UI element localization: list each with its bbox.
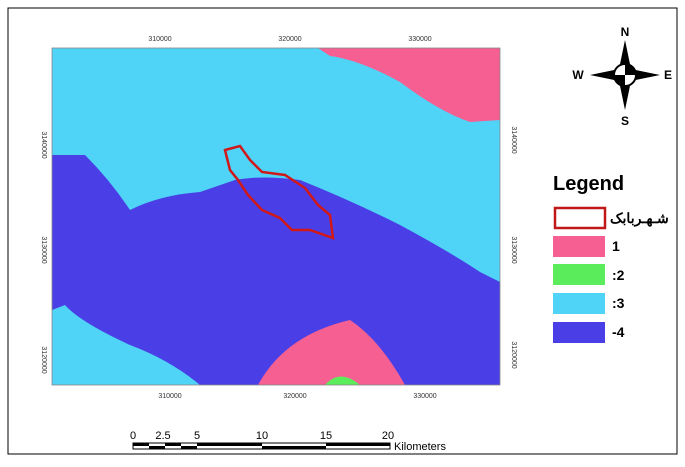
scale-label: 5 bbox=[194, 430, 200, 442]
coord-label: 3140000 bbox=[510, 126, 517, 153]
legend-swatch bbox=[553, 293, 605, 314]
legend-label: شـهـربابک bbox=[610, 210, 669, 227]
north-arrow: N E S W bbox=[572, 25, 672, 128]
compass-label: S bbox=[621, 114, 629, 128]
map-area bbox=[51, 47, 501, 386]
coord-label: 3130000 bbox=[510, 236, 517, 263]
zone-1 bbox=[258, 320, 405, 385]
compass-center bbox=[614, 64, 636, 86]
legend-label: 1 bbox=[612, 238, 620, 254]
coord-label: 3130000 bbox=[40, 236, 47, 263]
legend-swatch bbox=[553, 206, 607, 230]
coord-label: 320000 bbox=[283, 393, 306, 400]
coord-label: 3120000 bbox=[40, 346, 47, 373]
scale-segment bbox=[149, 446, 165, 449]
legend-label: :3 bbox=[612, 295, 625, 311]
legend-title: Legend bbox=[553, 173, 624, 195]
legend-swatch bbox=[553, 264, 605, 285]
zone-4 bbox=[52, 155, 500, 385]
scale-label: 2.5 bbox=[155, 430, 170, 442]
scale-segment bbox=[165, 443, 181, 446]
compass-label: N bbox=[621, 25, 630, 39]
city-boundary bbox=[223, 144, 335, 240]
zone-2 bbox=[325, 376, 360, 385]
compass-label: E bbox=[664, 68, 672, 82]
scale-unit: Kilometers bbox=[394, 441, 446, 453]
scale-label: 10 bbox=[256, 430, 268, 442]
legend-swatch bbox=[553, 322, 605, 343]
scale-segment bbox=[197, 443, 262, 446]
legend-swatch bbox=[553, 236, 605, 257]
coord-label: 330000 bbox=[413, 393, 436, 400]
coord-label: 310000 bbox=[148, 36, 171, 43]
zone-1 bbox=[318, 48, 500, 122]
coord-label: 330000 bbox=[408, 36, 431, 43]
coord-label: 320000 bbox=[278, 36, 301, 43]
scale-label: 15 bbox=[320, 430, 332, 442]
coord-label: 3120000 bbox=[510, 341, 517, 368]
map-border bbox=[51, 47, 501, 386]
scale-segment bbox=[133, 443, 149, 446]
legend-label: :2 bbox=[612, 267, 625, 283]
legend-label: -4 bbox=[612, 324, 625, 340]
scale-segment bbox=[262, 446, 326, 449]
scale-segment bbox=[181, 446, 197, 449]
scale-label: 0 bbox=[130, 430, 136, 442]
coord-label: 310000 bbox=[158, 393, 181, 400]
legend: Legend شـهـربابک 1 :2 :3 -4 bbox=[553, 173, 669, 343]
coordinate-labels: 310000 320000 330000 310000 320000 33000… bbox=[40, 36, 517, 400]
scale-segment bbox=[326, 443, 390, 446]
compass-label: W bbox=[572, 68, 584, 82]
scale-label: 20 bbox=[382, 430, 394, 442]
coord-label: 3140000 bbox=[40, 131, 47, 158]
scale-bar: 0 2.5 5 10 15 20 Kilometers bbox=[130, 430, 447, 453]
